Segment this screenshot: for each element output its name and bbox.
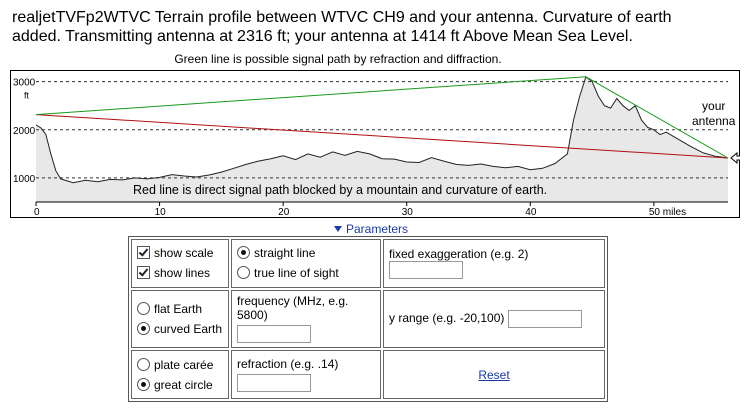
radio-empty-icon [137,301,150,315]
straight-line-radio[interactable]: straight line [237,243,375,263]
parameters-label: Parameters [346,222,409,236]
page-title: realjetTVFp2WTVC Terrain profile between… [12,8,742,46]
great-circle-radio[interactable]: great circle [137,375,223,395]
radio-selected-icon [237,246,250,260]
x-tick-label: 0 [34,207,40,218]
terrain-line [35,75,729,184]
y-range-input[interactable] [507,309,582,328]
antenna-arrow-icon [730,151,740,165]
y-range-label: y range (e.g. -20,100) [389,311,505,326]
green-line-note: Green line is possible signal path by re… [174,52,502,66]
fixed-exaggeration-input[interactable] [389,261,463,280]
refraction-input[interactable] [237,374,311,393]
antenna-label: your antenna [692,99,735,129]
direct-path-line [35,114,729,159]
triangle-down-icon [334,226,342,232]
y-tick-label: 1000 [13,174,36,185]
parameters-table: show scale show lines straight line true… [128,236,608,402]
antenna-label-line-2: antenna [692,114,736,128]
fixed-exaggeration-label: fixed exaggeration (e.g. 2) [389,247,529,262]
refraction-label: refraction (e.g. .14) [237,357,339,372]
checkbox-checked-icon [137,246,150,260]
show-lines-checkbox[interactable]: show lines [137,263,223,283]
frequency-label: frequency (MHz, e.g. 5800) [237,294,349,323]
reset-link[interactable]: Reset [478,367,510,382]
refraction-path-line [35,76,729,159]
title-line-2: added. Transmitting antenna at 2316 ft; … [12,28,633,45]
x-tick-label: 20 [278,207,290,218]
terrain-profile-svg: 3000 2000 1000 ft 0 10 20 30 40 50 miles [10,70,740,218]
plate-caree-radio[interactable]: plate carée [137,355,223,375]
x-tick-label: 10 [155,207,167,218]
terrain-fill [36,76,728,202]
y-tick-label: 2000 [13,126,36,137]
red-line-note: Red line is direct signal path blocked b… [133,183,548,197]
x-tick-label: 50 miles [649,207,686,218]
flat-earth-radio[interactable]: flat Earth [137,299,223,319]
radio-selected-icon [137,321,150,335]
x-tick-label: 30 [402,207,414,218]
x-tick-label: 40 [525,207,537,218]
terrain-profile-chart: 3000 2000 1000 ft 0 10 20 30 40 50 miles [10,70,740,220]
radio-empty-icon [137,357,150,371]
true-line-of-sight-radio[interactable]: true line of sight [237,263,375,283]
curved-earth-radio[interactable]: curved Earth [137,319,223,339]
frequency-input[interactable] [237,325,311,344]
title-line-1: realjetTVFp2WTVC Terrain profile between… [12,9,672,26]
radio-selected-icon [137,377,150,391]
antenna-label-line-1: your [702,99,726,113]
show-scale-checkbox[interactable]: show scale [137,243,223,263]
checkbox-checked-icon [137,266,150,280]
parameters-toggle[interactable]: Parameters [334,222,408,236]
y-unit-label: ft [24,91,30,101]
radio-empty-icon [237,266,250,280]
y-tick-label: 3000 [13,78,36,89]
